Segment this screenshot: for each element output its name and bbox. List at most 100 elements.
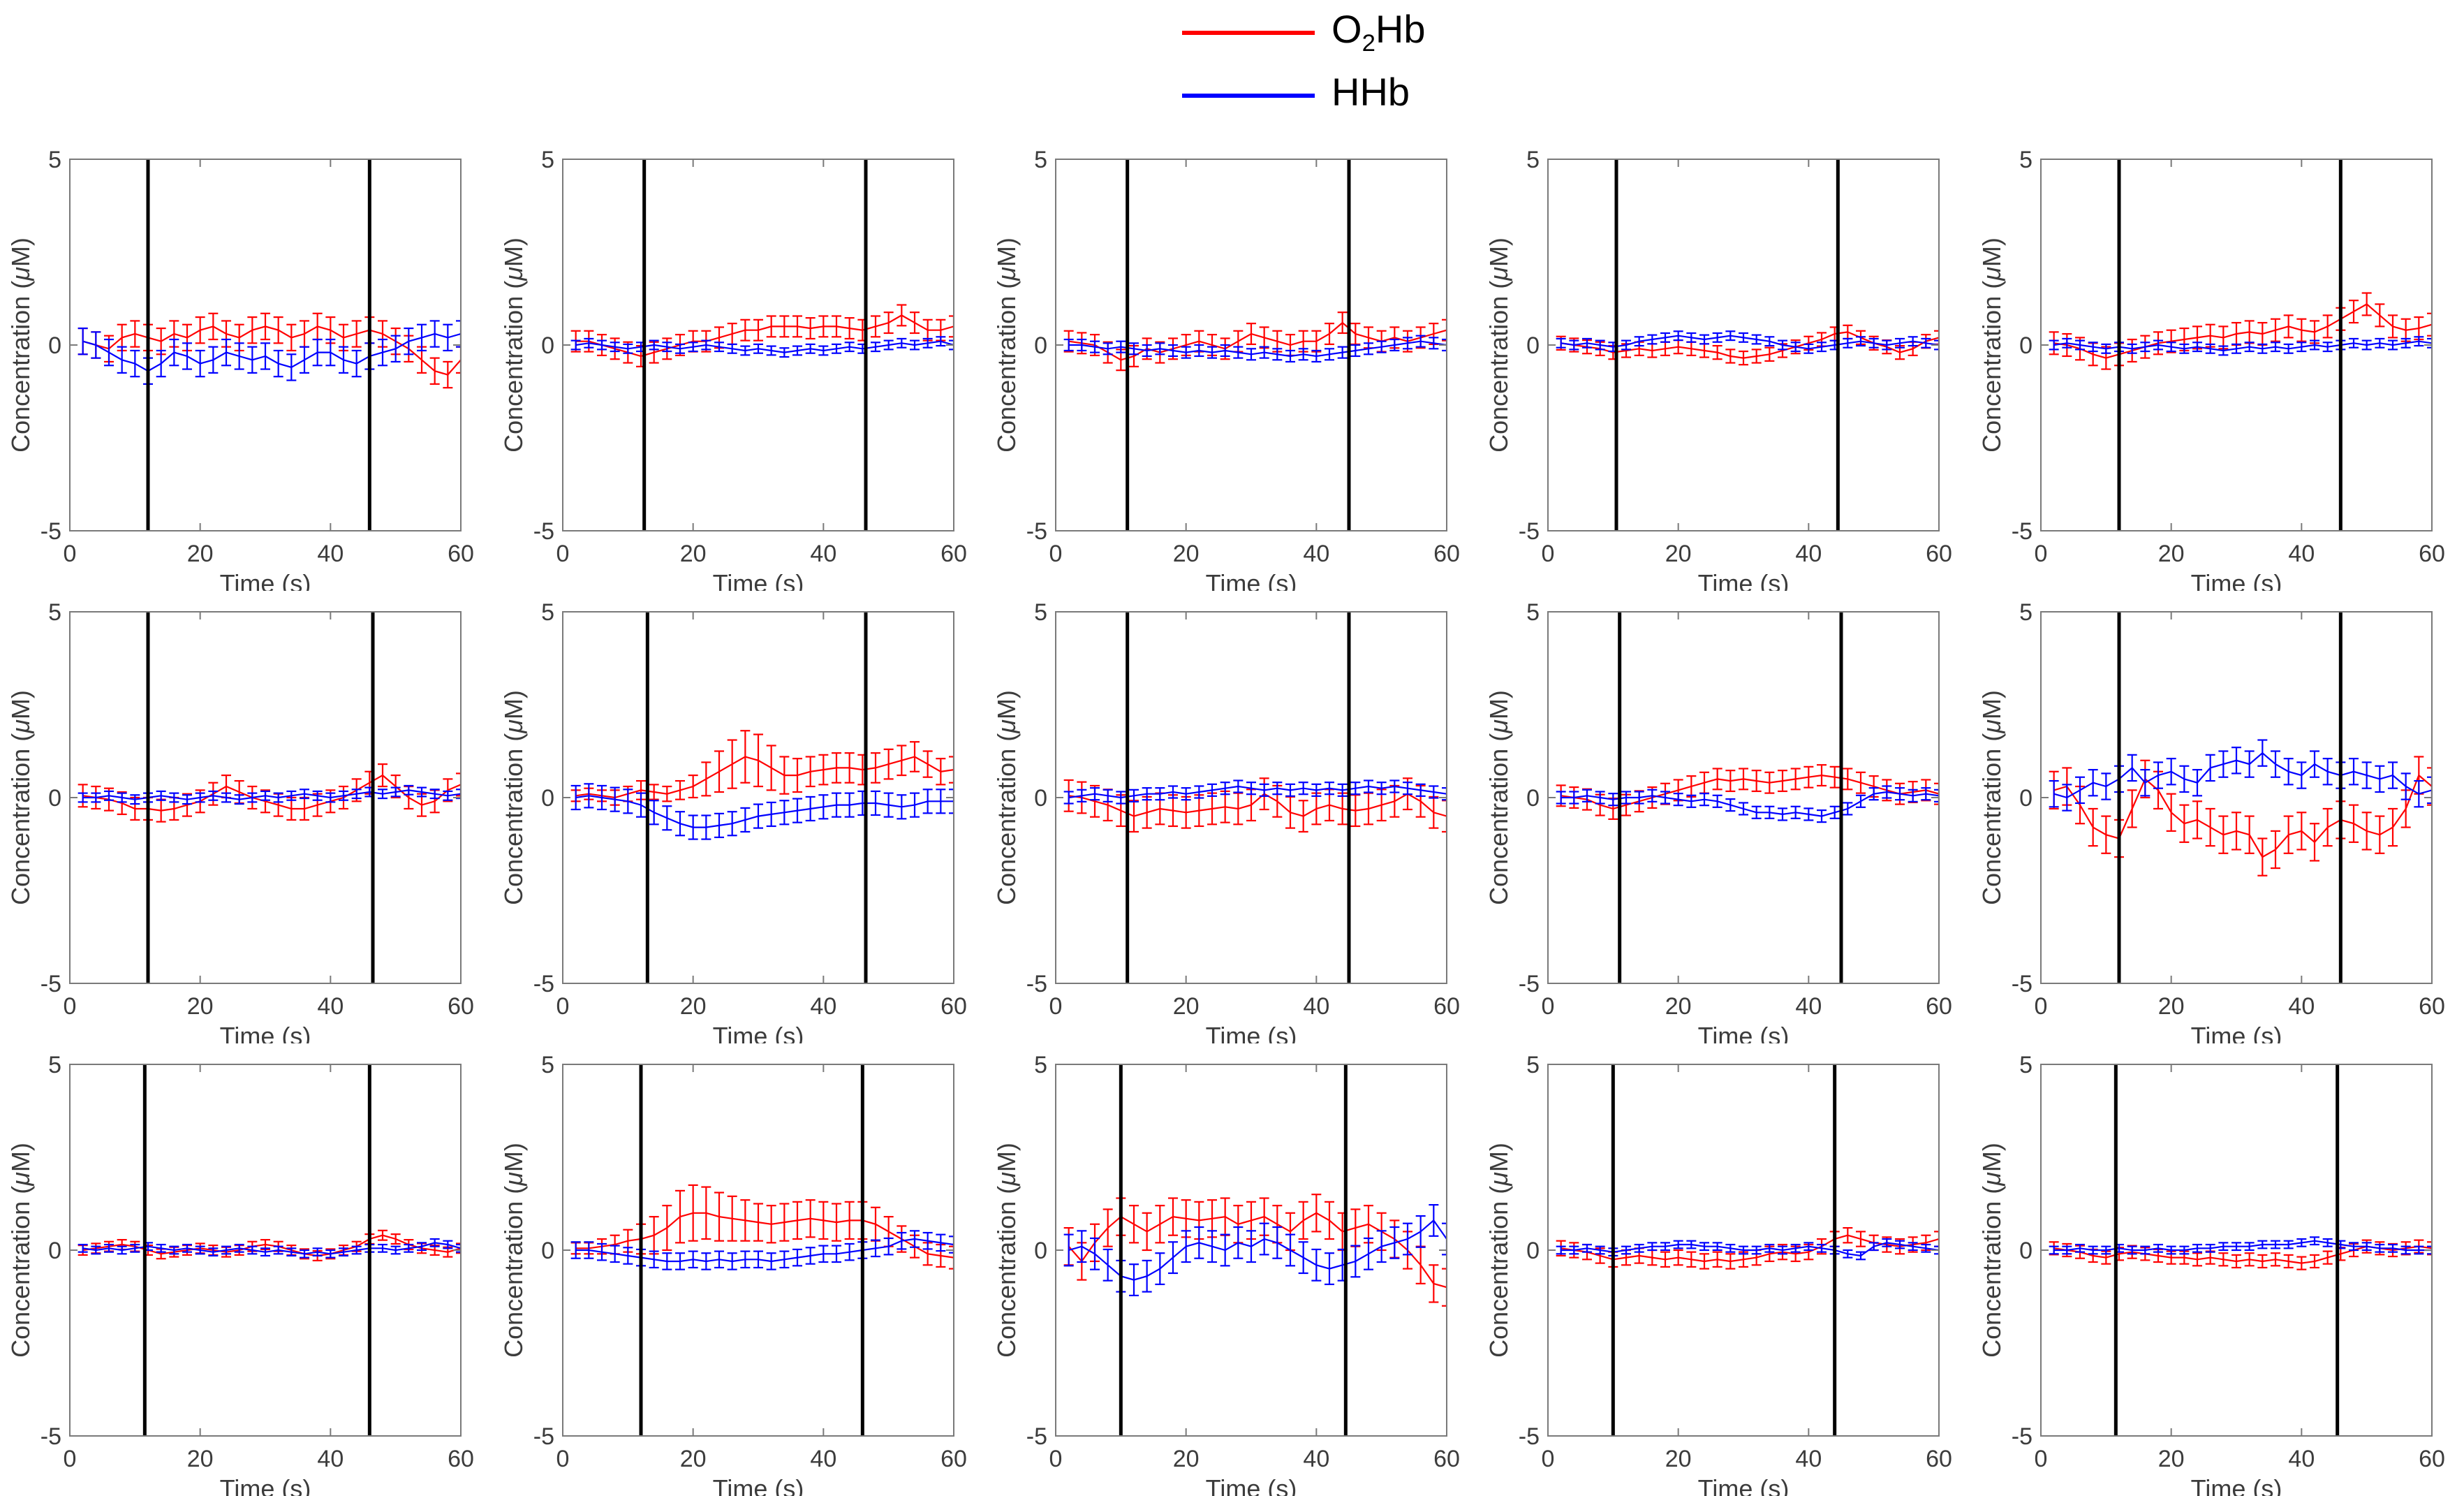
svg-text:0: 0 xyxy=(2035,1446,2048,1472)
svg-text:5: 5 xyxy=(1526,1052,1540,1078)
svg-text:20: 20 xyxy=(187,541,214,567)
svg-text:5: 5 xyxy=(1526,147,1540,173)
svg-text:20: 20 xyxy=(1172,541,1199,567)
legend-label-o2hb: O2Hb xyxy=(1331,7,1426,57)
svg-text:20: 20 xyxy=(2158,993,2185,1020)
svg-text:-5: -5 xyxy=(40,1423,61,1450)
svg-text:Concentration (μM): Concentration (μM) xyxy=(1484,690,1513,905)
svg-text:Concentration (μM): Concentration (μM) xyxy=(992,237,1021,453)
svg-text:60: 60 xyxy=(448,1446,474,1472)
svg-text:Concentration (μM): Concentration (μM) xyxy=(992,690,1021,905)
subplot-row1-col2: 0 20 40 60 -5 0 5 Time (s) Concentration (μM) xyxy=(493,138,986,598)
svg-text:40: 40 xyxy=(1303,1446,1329,1472)
svg-text:0: 0 xyxy=(1034,785,1047,812)
svg-text:0: 0 xyxy=(541,1238,554,1264)
svg-text:Time (s): Time (s) xyxy=(220,1022,311,1043)
svg-text:0: 0 xyxy=(2035,993,2048,1020)
svg-text:0: 0 xyxy=(2035,541,2048,567)
svg-text:20: 20 xyxy=(2158,1446,2185,1472)
svg-text:Concentration (μM): Concentration (μM) xyxy=(6,237,35,453)
svg-text:40: 40 xyxy=(317,993,344,1020)
svg-text:5: 5 xyxy=(1034,599,1047,626)
svg-text:Time (s): Time (s) xyxy=(1698,1022,1790,1043)
svg-text:40: 40 xyxy=(317,541,344,567)
svg-text:-5: -5 xyxy=(1026,971,1047,997)
svg-text:-5: -5 xyxy=(1026,1423,1047,1450)
svg-text:60: 60 xyxy=(940,1446,967,1472)
svg-text:Concentration (μM): Concentration (μM) xyxy=(1977,690,2006,905)
subplot-row1-col4: 0 20 40 60 -5 0 5 Time (s) Concentration (μM) xyxy=(1478,138,1971,598)
svg-text:60: 60 xyxy=(1433,1446,1460,1472)
svg-text:-5: -5 xyxy=(1519,971,1540,997)
svg-text:20: 20 xyxy=(1665,1446,1692,1472)
svg-text:40: 40 xyxy=(810,993,836,1020)
svg-text:Concentration (μM): Concentration (μM) xyxy=(992,1143,1021,1358)
subplot-row1-col1: 0 20 40 60 -5 0 5 Time (s) Concentration (μM) xyxy=(0,138,493,598)
svg-text:0: 0 xyxy=(48,785,61,812)
svg-text:Concentration (μM): Concentration (μM) xyxy=(1977,237,2006,453)
subplot-row3-col3: 0 20 40 60 -5 0 5 Time (s) Concentration (μM) xyxy=(986,1043,1479,1496)
svg-text:-5: -5 xyxy=(1519,518,1540,545)
svg-text:0: 0 xyxy=(1049,541,1062,567)
svg-text:40: 40 xyxy=(810,1446,836,1472)
svg-text:20: 20 xyxy=(2158,541,2185,567)
subplot-row3-col2: 0 20 40 60 -5 0 5 Time (s) Concentration (μM) xyxy=(493,1043,986,1496)
svg-text:60: 60 xyxy=(1926,993,1952,1020)
svg-text:Concentration (μM): Concentration (μM) xyxy=(499,690,528,905)
svg-text:-5: -5 xyxy=(2012,518,2033,545)
svg-text:-5: -5 xyxy=(2012,1423,2033,1450)
svg-text:Time (s): Time (s) xyxy=(712,1474,804,1496)
svg-text:20: 20 xyxy=(680,541,707,567)
svg-text:0: 0 xyxy=(541,332,554,359)
svg-text:20: 20 xyxy=(680,993,707,1020)
svg-text:-5: -5 xyxy=(533,971,554,997)
svg-text:0: 0 xyxy=(64,993,77,1020)
svg-text:0: 0 xyxy=(1542,541,1555,567)
svg-text:5: 5 xyxy=(48,599,61,626)
svg-text:5: 5 xyxy=(48,147,61,173)
svg-text:Time (s): Time (s) xyxy=(1205,569,1297,591)
subplot-row2-col5: 0 20 40 60 -5 0 5 Time (s) Concentration (μM) xyxy=(1971,591,2464,1050)
subplot-row3-col5: 0 20 40 60 -5 0 5 Time (s) Concentration (μM) xyxy=(1971,1043,2464,1496)
svg-text:0: 0 xyxy=(2019,332,2033,359)
svg-text:Time (s): Time (s) xyxy=(2191,1022,2282,1043)
legend-entry-hhb: HHb xyxy=(1182,72,1425,119)
svg-text:60: 60 xyxy=(2419,541,2445,567)
svg-text:Time (s): Time (s) xyxy=(712,569,804,591)
legend: O2Hb HHb xyxy=(1182,10,1425,135)
svg-text:0: 0 xyxy=(1526,785,1540,812)
subplot-row2-col1: 0 20 40 60 -5 0 5 Time (s) Concentration (μM) xyxy=(0,591,493,1050)
svg-text:-5: -5 xyxy=(2012,971,2033,997)
svg-text:40: 40 xyxy=(2289,541,2315,567)
svg-text:0: 0 xyxy=(1542,993,1555,1020)
svg-text:0: 0 xyxy=(1034,1238,1047,1264)
svg-text:60: 60 xyxy=(1926,1446,1952,1472)
svg-text:Concentration (μM): Concentration (μM) xyxy=(1977,1143,2006,1358)
svg-text:0: 0 xyxy=(64,541,77,567)
svg-text:-5: -5 xyxy=(1519,1423,1540,1450)
svg-text:-5: -5 xyxy=(40,971,61,997)
subplot-row3-col1: 0 20 40 60 -5 0 5 Time (s) Concentration (μM) xyxy=(0,1043,493,1496)
svg-text:0: 0 xyxy=(48,1238,61,1264)
svg-text:0: 0 xyxy=(1526,1238,1540,1264)
svg-text:0: 0 xyxy=(1049,1446,1062,1472)
svg-text:40: 40 xyxy=(810,541,836,567)
svg-text:Time (s): Time (s) xyxy=(2191,1474,2282,1496)
svg-text:Concentration (μM): Concentration (μM) xyxy=(6,1143,35,1358)
svg-text:0: 0 xyxy=(64,1446,77,1472)
svg-text:40: 40 xyxy=(1796,541,1822,567)
svg-text:0: 0 xyxy=(1034,332,1047,359)
svg-text:0: 0 xyxy=(2019,785,2033,812)
svg-text:-5: -5 xyxy=(533,1423,554,1450)
svg-text:Time (s): Time (s) xyxy=(2191,569,2282,591)
svg-text:5: 5 xyxy=(541,147,554,173)
